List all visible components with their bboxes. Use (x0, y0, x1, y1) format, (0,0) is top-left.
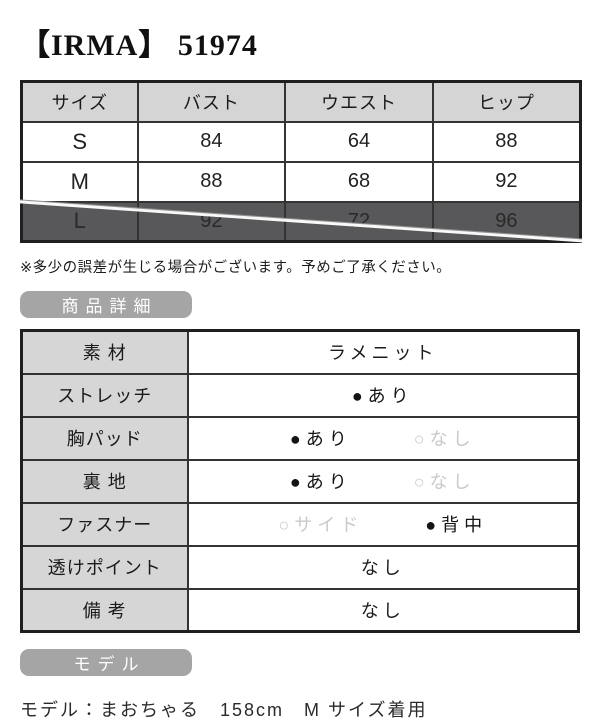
option-selected: ●背中 (425, 515, 488, 535)
detail-row-remarks: 備 考 なし (20, 587, 580, 633)
waist-cell: 68 (284, 160, 434, 203)
model-info: モデル：まおちゃる 158cm M サイズ着用 (20, 700, 428, 720)
detail-label: 裏 地 (20, 458, 189, 504)
detail-label: 透けポイント (20, 544, 189, 590)
size-note: ※多少の誤差が生じる場合がございます。予めご了承ください。 (20, 260, 452, 276)
option-selected: ●あり (351, 386, 414, 406)
hip-cell: 88 (431, 120, 582, 163)
option-selected: ●あり (289, 472, 352, 492)
size-column-header: サイズ (20, 80, 139, 123)
size-row-l-sold-out: L 92 72 96 (20, 200, 582, 243)
option-unselected: ○なし (413, 472, 476, 492)
size-row-s: S 84 64 88 (20, 120, 582, 163)
bust-cell: 88 (136, 160, 287, 203)
detail-row-stretch: ストレッチ ●あり (20, 372, 580, 418)
detail-row-material: 素 材 ラメニット (20, 329, 580, 375)
option-unselected: ○なし (413, 429, 476, 449)
size-row-m: M 88 68 92 (20, 160, 582, 203)
detail-label: ストレッチ (20, 372, 189, 418)
detail-label: 備 考 (20, 587, 189, 633)
size-cell: L (20, 200, 139, 243)
detail-value: なし (186, 544, 580, 590)
hip-cell: 96 (431, 200, 582, 243)
detail-row-lining: 裏 地 ●あり ○なし (20, 458, 580, 504)
detail-value: ラメニット (186, 329, 580, 375)
detail-label: 胸パッド (20, 415, 189, 461)
section-heading-details: 商品詳細 (20, 291, 192, 318)
detail-value: ●あり ○なし (186, 458, 580, 504)
size-table-header-row: サイズ バスト ウエスト ヒップ (20, 80, 582, 123)
size-table: サイズ バスト ウエスト ヒップ S 84 64 88 M 88 68 92 (20, 80, 582, 243)
detail-label: 素 材 (20, 329, 189, 375)
waist-cell: 72 (284, 200, 434, 243)
detail-value: なし (186, 587, 580, 633)
detail-label: ファスナー (20, 501, 189, 547)
size-cell: S (20, 120, 139, 163)
hip-cell: 92 (431, 160, 582, 203)
option-unselected: ○サイド (278, 515, 364, 535)
detail-row-sheer-point: 透けポイント なし (20, 544, 580, 590)
detail-value: ●あり ○なし (186, 415, 580, 461)
hip-column-header: ヒップ (431, 80, 582, 123)
option-selected: ●あり (289, 429, 352, 449)
bust-cell: 84 (136, 120, 287, 163)
product-title: 【IRMA】 51974 (20, 29, 258, 62)
detail-row-chest-pad: 胸パッド ●あり ○なし (20, 415, 580, 461)
waist-column-header: ウエスト (284, 80, 434, 123)
bust-cell: 92 (136, 200, 287, 243)
detail-value: ●あり (186, 372, 580, 418)
details-table: 素 材 ラメニット ストレッチ ●あり 胸パッド ●あり ○なし 裏 (20, 329, 580, 633)
detail-row-zipper: ファスナー ○サイド ●背中 (20, 501, 580, 547)
size-cell: M (20, 160, 139, 203)
detail-value: ○サイド ●背中 (186, 501, 580, 547)
waist-cell: 64 (284, 120, 434, 163)
section-heading-model: モデル (20, 649, 192, 676)
size-table-container: サイズ バスト ウエスト ヒップ S 84 64 88 M 88 68 92 (20, 80, 582, 243)
bust-column-header: バスト (136, 80, 287, 123)
